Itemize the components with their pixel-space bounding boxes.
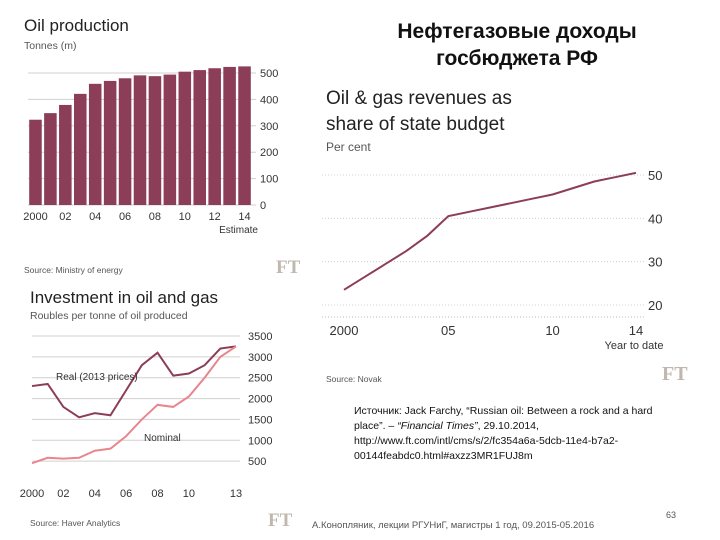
oil-production-source: Source: Ministry of energy — [24, 265, 123, 275]
bar — [148, 76, 162, 205]
investment-x-ticks: 2000 02 04 06 08 10 13 — [20, 488, 242, 500]
x-tick-label: 04 — [89, 211, 101, 223]
y-tick-label: 100 — [260, 174, 278, 186]
x-tick-label: 2000 — [330, 323, 359, 338]
bar — [29, 119, 42, 205]
investment-chart: 500 1000 1500 2000 2500 3000 3500 2000 02 04 06 08… — [20, 331, 273, 500]
oil-production-estimate-label: Estimate — [219, 225, 258, 236]
bar — [73, 93, 87, 205]
revenues-lines — [343, 171, 637, 291]
x-tick-label: 2000 — [23, 211, 47, 223]
y-tick-label: 200 — [260, 147, 278, 159]
bar — [208, 68, 221, 205]
bar — [44, 113, 57, 205]
x-tick-label: 12 — [209, 211, 221, 223]
investment-title: Investment in oil and gas — [30, 288, 219, 307]
x-tick-label: 13 — [230, 488, 242, 500]
revenues-x-ticks: 2000 05 10 14 — [330, 323, 644, 338]
y-tick-label: 40 — [648, 211, 662, 226]
bar — [133, 75, 147, 205]
x-tick-label: 10 — [545, 323, 559, 338]
x-tick-label: 08 — [149, 211, 161, 223]
x-tick-label: 05 — [441, 323, 455, 338]
bar — [178, 71, 192, 206]
x-tick-label: 02 — [57, 488, 69, 500]
slide-title: Нефтегазовые доходы госбюджета РФ — [352, 18, 682, 72]
y-tick-label: 0 — [260, 200, 266, 212]
revenues-chart: 20 30 40 50 2000 05 10 14 Year to date — [322, 168, 664, 352]
bar — [59, 104, 72, 205]
x-tick-label: 14 — [629, 323, 643, 338]
x-tick-label: 04 — [89, 488, 101, 500]
x-tick-label: 06 — [119, 211, 131, 223]
ft-logo-1: FT — [276, 257, 301, 278]
bar — [223, 66, 236, 205]
revenues-title-line-1: Oil & gas revenues as — [326, 88, 512, 109]
series-label-real: Real (2013 prices) — [56, 372, 138, 383]
revenues-subtitle: Per cent — [326, 140, 371, 154]
ft-logo-3: FT — [662, 363, 688, 385]
citation-suffix: , 29.10.2014, http://www.ft.com/intl/cms… — [354, 420, 619, 462]
y-tick-label: 50 — [648, 168, 662, 183]
oil-production-x-ticks: 2000 02 04 06 08 10 12 14 — [23, 211, 250, 223]
x-tick-label: 10 — [183, 488, 195, 500]
citation-prefix: Источник: Jack Farchy, “Russian oil: Bet… — [354, 405, 653, 432]
series-label-nominal: Nominal — [144, 433, 181, 444]
y-tick-label: 500 — [248, 456, 266, 468]
citation-journal: “Financial Times” — [397, 420, 478, 432]
oil-production-subtitle: Tonnes (m) — [24, 40, 77, 52]
y-tick-label: 500 — [260, 68, 278, 80]
citation: Источник: Jack Farchy, “Russian oil: Bet… — [354, 404, 684, 464]
real-series-line — [31, 345, 237, 419]
revenues-title: Oil & gas revenues as share of state bud… — [326, 86, 512, 138]
y-tick-label: 300 — [260, 121, 278, 133]
slide-title-line-1: Нефтегазовые доходы — [397, 20, 637, 43]
y-tick-label: 400 — [260, 94, 278, 106]
revenues-grid — [322, 174, 644, 318]
y-tick-label: 20 — [648, 298, 662, 313]
oil-production-y-ticks: 0 100 200 300 400 500 — [260, 68, 278, 212]
y-tick-label: 1500 — [248, 414, 272, 426]
bar — [103, 80, 117, 205]
x-tick-label: 08 — [151, 488, 163, 500]
bar — [238, 66, 251, 206]
oil-production-bars — [29, 66, 251, 206]
slide-title-line-2: госбюджета РФ — [436, 47, 598, 70]
oil-production-chart: 0 100 200 300 400 500 2000 02 04 06 08 10 12 14 Esti… — [23, 66, 278, 236]
bar — [193, 70, 207, 205]
y-tick-label: 1000 — [248, 435, 272, 447]
revenues-y-ticks: 20 30 40 50 — [648, 168, 662, 313]
bar — [88, 83, 102, 205]
x-tick-label: 02 — [59, 211, 71, 223]
nominal-series-line — [31, 345, 237, 465]
revenue-share-line — [343, 171, 637, 291]
revenues-source: Source: Novak — [326, 374, 382, 384]
bar — [163, 74, 177, 205]
x-tick-label: 14 — [238, 211, 250, 223]
investment-source: Source: Haver Analytics — [30, 518, 121, 528]
x-tick-label: 2000 — [20, 488, 44, 500]
revenues-title-line-2: share of state budget — [326, 114, 505, 135]
x-tick-label: 10 — [179, 211, 191, 223]
y-tick-label: 2000 — [248, 394, 272, 406]
investment-subtitle: Roubles per tonne of oil produced — [30, 310, 188, 322]
y-tick-label: 2500 — [248, 373, 272, 385]
ft-logo-2: FT — [268, 510, 293, 531]
y-tick-label: 3000 — [248, 352, 272, 364]
footer: А.Конопляник, лекции РГУНиГ, магистры 1 … — [312, 520, 595, 531]
y-tick-label: 3500 — [248, 331, 272, 343]
x-tick-label: 06 — [120, 488, 132, 500]
revenues-year-to-date-label: Year to date — [605, 340, 664, 352]
investment-grid — [32, 335, 240, 462]
page-number: 63 — [666, 510, 677, 520]
y-tick-label: 30 — [648, 255, 662, 270]
oil-production-title: Oil production — [24, 16, 129, 35]
investment-lines — [31, 345, 237, 465]
bar — [118, 78, 132, 205]
investment-y-ticks: 500 1000 1500 2000 2500 3000 3500 — [248, 331, 272, 468]
